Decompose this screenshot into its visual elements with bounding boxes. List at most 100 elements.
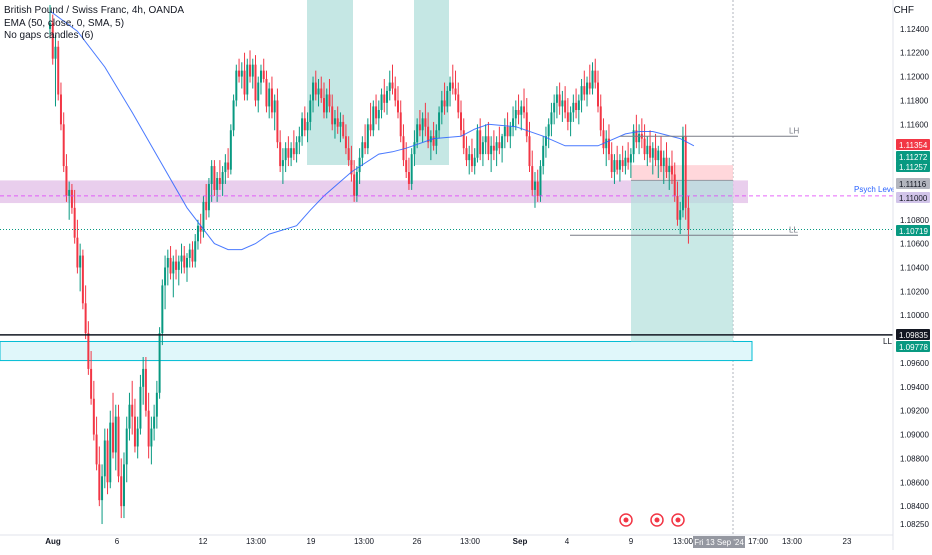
level-ll-main-label: LL — [883, 337, 892, 346]
candle-body — [618, 160, 621, 170]
price-label-bg — [896, 151, 930, 162]
candle-body — [512, 118, 515, 127]
candle-body — [416, 124, 419, 143]
candle-body — [196, 225, 199, 242]
currency-label[interactable]: CHF — [893, 5, 914, 16]
candle-body — [216, 178, 219, 190]
candle-body — [569, 112, 572, 122]
candle-body — [221, 172, 224, 184]
candle-body — [564, 100, 567, 113]
candle-body — [399, 112, 402, 137]
candle-body — [407, 172, 410, 184]
price-label-bg — [896, 225, 930, 236]
candle-body — [158, 333, 161, 393]
candle-body — [457, 94, 460, 113]
candle-body — [155, 392, 158, 417]
candle-body — [372, 106, 375, 131]
candle-body — [484, 136, 487, 143]
candle-body — [254, 64, 257, 101]
candle-body — [325, 94, 328, 113]
candle-body — [558, 94, 561, 107]
candle-body — [575, 102, 578, 110]
candle-body — [388, 82, 391, 91]
candle-body — [520, 106, 523, 115]
candle-body — [54, 46, 57, 59]
candle-body — [476, 130, 479, 158]
candle-body — [57, 46, 60, 95]
price-label-text: 1.11354 — [899, 141, 928, 150]
candle-body — [284, 148, 287, 161]
candle-body — [391, 82, 394, 89]
candle-body — [133, 416, 136, 447]
y-tick-label: 1.11800 — [900, 96, 929, 105]
candle-body — [333, 118, 336, 125]
candle-body — [580, 86, 583, 101]
candle-body — [542, 145, 545, 167]
y-tick-label: 1.11600 — [900, 120, 929, 129]
candle-body — [350, 160, 353, 175]
candle-body — [599, 106, 602, 131]
level-ll-label: LL — [789, 225, 798, 234]
candle-body — [251, 64, 254, 77]
candle-body — [555, 94, 558, 103]
candle-body — [539, 166, 542, 196]
candle-body — [681, 136, 684, 211]
candle-body — [122, 464, 125, 507]
price-label-text: 1.11272 — [899, 153, 928, 162]
candle-layer — [49, 5, 690, 525]
x-tick-label: 23 — [843, 537, 852, 546]
candle-body — [473, 157, 476, 167]
overlay-layer: LH LL Psych Level LL — [0, 10, 897, 346]
candle-body — [183, 255, 186, 268]
candle-body — [164, 267, 167, 286]
y-tick-label: 1.10600 — [900, 240, 929, 249]
price-label-text: 1.11000 — [899, 194, 928, 203]
candle-body — [492, 145, 495, 151]
x-tick-label: Aug — [45, 537, 61, 546]
candle-body — [380, 94, 383, 110]
x-tick-label: Sep — [513, 537, 528, 546]
candle-body — [657, 150, 660, 161]
candle-body — [353, 174, 356, 196]
candle-body — [224, 162, 227, 173]
candle-body — [298, 136, 301, 143]
candle-body — [602, 130, 605, 149]
candle-body — [273, 100, 276, 113]
candle-body — [396, 100, 399, 113]
candle-body — [517, 110, 520, 115]
candle-body — [331, 106, 334, 125]
candle-body — [142, 368, 145, 387]
candle-body — [295, 142, 298, 155]
candle-body — [227, 162, 230, 170]
candle-body — [306, 121, 309, 131]
x-tick-label: 13:00 — [782, 537, 803, 546]
x-tick-label: 4 — [565, 537, 570, 546]
y-tick-label: 1.12400 — [900, 25, 929, 34]
candle-body — [687, 207, 690, 230]
candle-body — [235, 70, 238, 101]
candle-body — [117, 416, 120, 477]
x-tick-label: 13:00 — [673, 537, 694, 546]
candle-body — [257, 82, 260, 101]
candle-body — [262, 70, 265, 79]
candle-body — [394, 88, 397, 101]
candle-body — [410, 154, 413, 184]
candle-body — [210, 166, 213, 184]
y-tick-label: 1.09400 — [900, 383, 929, 392]
candle-body — [136, 428, 139, 447]
candle-body — [481, 142, 484, 155]
price-label-bg — [896, 178, 930, 189]
candle-body — [180, 255, 183, 262]
candle-body — [68, 189, 71, 196]
candle-body — [553, 102, 556, 113]
candle-body — [309, 100, 312, 122]
candle-body — [147, 410, 150, 447]
x-tick-label: 13:00 — [460, 537, 481, 546]
candle-body — [199, 225, 202, 232]
candle-body — [328, 94, 331, 107]
candle-body — [470, 154, 473, 167]
candle-body — [207, 183, 210, 211]
candle-body — [613, 160, 616, 173]
candle-body — [229, 130, 232, 170]
